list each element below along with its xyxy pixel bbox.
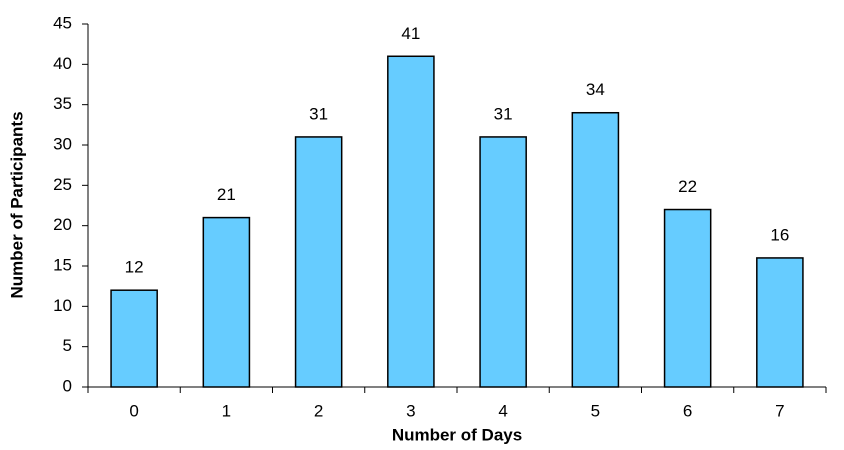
data-label: 31 [494, 104, 513, 123]
y-tick-label: 5 [63, 336, 72, 355]
x-axis-title: Number of Days [392, 425, 522, 444]
x-tick-label: 6 [683, 401, 692, 420]
data-label: 22 [678, 177, 697, 196]
x-tick-label: 2 [314, 401, 323, 420]
bar [479, 136, 527, 388]
data-label: 12 [125, 258, 144, 277]
data-label: 34 [586, 80, 605, 99]
data-label: 21 [217, 185, 236, 204]
y-tick-label: 10 [53, 296, 72, 315]
bar [571, 111, 620, 388]
x-tick-label: 0 [129, 401, 138, 420]
data-label: 31 [309, 104, 328, 123]
bar [110, 289, 158, 388]
bar [202, 216, 251, 388]
y-tick-label: 0 [63, 376, 72, 395]
x-tick-label: 1 [222, 401, 231, 420]
bar [756, 257, 804, 388]
data-label: 41 [401, 24, 420, 43]
bar [387, 55, 435, 388]
y-tick-label: 30 [53, 134, 72, 153]
y-tick-label: 45 [53, 13, 72, 32]
x-tick-label: 3 [406, 401, 415, 420]
y-tick-label: 15 [53, 255, 72, 274]
x-tick-label: 5 [591, 401, 600, 420]
y-tick-label: 40 [53, 54, 72, 73]
data-label: 16 [770, 225, 789, 244]
x-tick-label: 4 [498, 401, 507, 420]
y-tick-label: 25 [53, 175, 72, 194]
bar [663, 208, 712, 388]
y-tick-label: 35 [53, 94, 72, 113]
bar [294, 136, 343, 388]
x-tick-label: 7 [775, 401, 784, 420]
y-tick-label: 20 [53, 215, 72, 234]
y-axis-title: Number of Participants [7, 111, 26, 298]
